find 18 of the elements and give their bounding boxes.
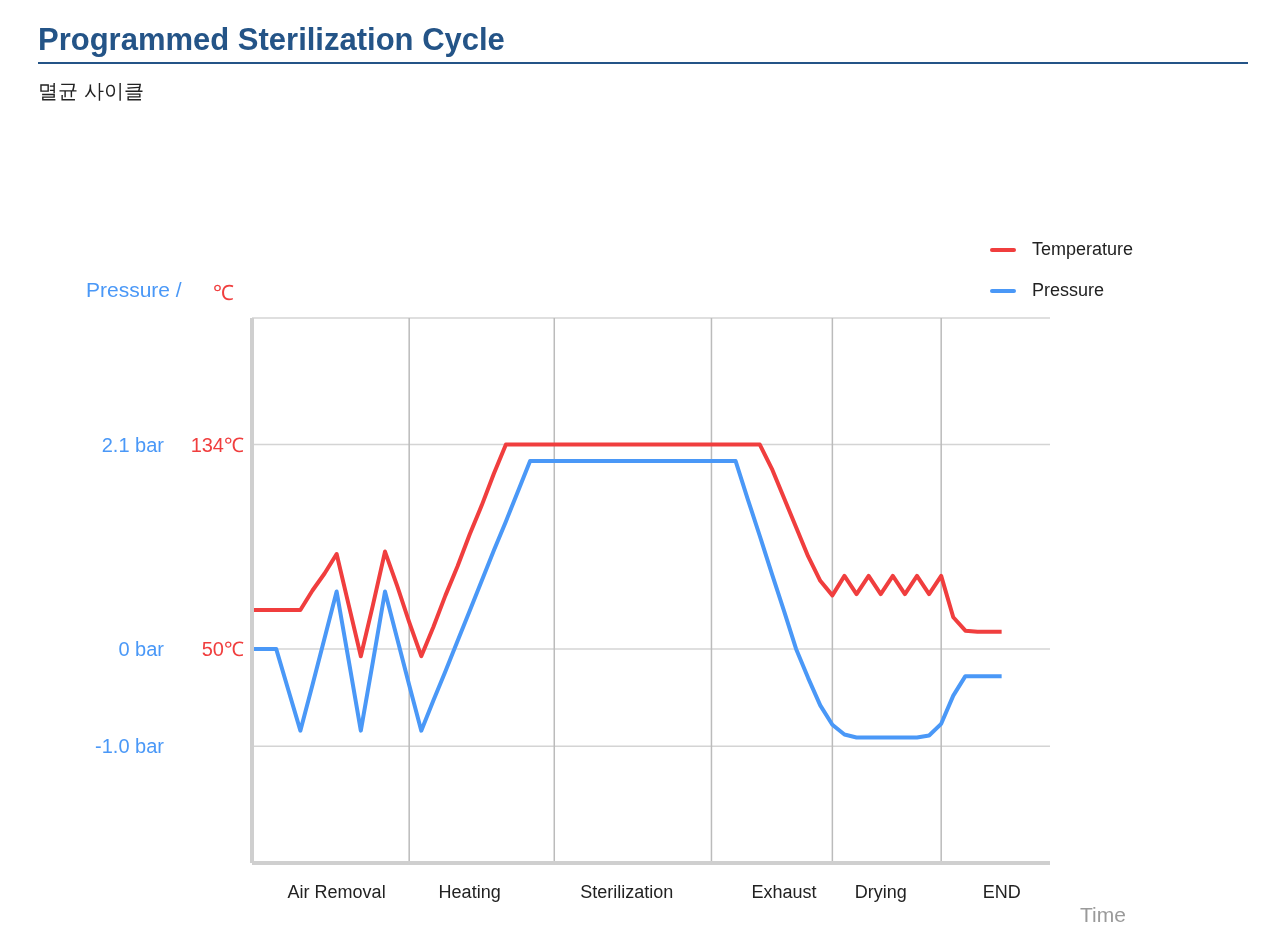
x-tick-label: Drying — [854, 881, 907, 902]
x-tick-label: Heating — [438, 881, 501, 902]
y-tick-label: 2.1 bar — [101, 433, 165, 456]
y2-tick-label: 50℃ — [201, 637, 244, 660]
x-tick-label: END — [982, 881, 1021, 902]
chart-title: Programmed Sterilization Cycle — [38, 22, 1248, 64]
y2-axis-title: ℃ — [213, 280, 234, 306]
x-axis-title: Time — [1080, 903, 1126, 927]
y-tick-label: 0 bar — [118, 637, 165, 660]
legend-label: Temperature — [1032, 239, 1134, 260]
legend-label: Pressure — [1032, 280, 1105, 301]
y-axis-title: Pressure / — [86, 278, 182, 302]
x-tick-label: Sterilization — [580, 881, 674, 902]
y-tick-label: -1.0 bar — [95, 735, 165, 758]
x-tick-label: Exhaust — [751, 881, 817, 902]
y2-tick-label: 134℃ — [190, 433, 244, 456]
x-tick-label: Air Removal — [287, 881, 386, 902]
text: 멸균 사이클 — [38, 79, 145, 104]
